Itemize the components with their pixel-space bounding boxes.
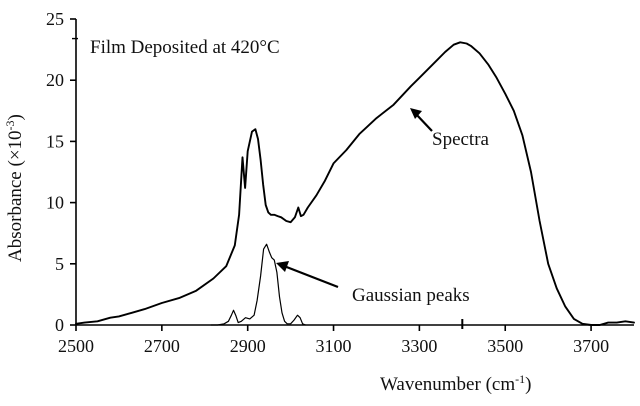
spectra-label: Spectra xyxy=(432,129,490,150)
y-tick-label: 10 xyxy=(46,193,64,213)
y-axis-title-end: ) xyxy=(5,114,26,120)
y-tick-label: 15 xyxy=(46,131,64,151)
spectra-arrow xyxy=(410,108,433,132)
x-tick-label: 2500 xyxy=(58,336,94,356)
y-axis-title-text: Absorbance (×10 xyxy=(5,130,26,262)
y-tick-label: 0 xyxy=(55,315,64,335)
x-tick-label: 3300 xyxy=(401,336,437,356)
y-tick-label: 5 xyxy=(55,254,64,274)
gaussian-arrow xyxy=(276,261,339,289)
x-tick-label: 3700 xyxy=(573,336,609,356)
x-tick-label: 2900 xyxy=(230,336,266,356)
x-axis-title: Wavenumber (cm-1) xyxy=(380,372,531,395)
x-axis-title-superscript: -1 xyxy=(515,372,525,386)
y-axis-title-superscript: -3 xyxy=(3,120,17,130)
x-axis-title-end: ) xyxy=(525,374,531,395)
series-line-gaussian-peaks xyxy=(210,243,307,326)
series-line-spectra xyxy=(75,41,635,326)
series-layer xyxy=(75,41,635,326)
x-tick-label: 3100 xyxy=(316,336,352,356)
chart-annotation: Film Deposited at 420°C xyxy=(90,37,280,58)
y-tick-label: 25 xyxy=(46,9,64,29)
x-tick-label: 3500 xyxy=(487,336,523,356)
y-tick-label: 20 xyxy=(46,70,64,90)
axes: 0 5 10 15 20 25 2500 2700 2900 3100 3300 3500 3700 xyxy=(46,9,634,356)
x-axis-title-text: Wavenumber (cm xyxy=(380,374,515,395)
x-tick-label: 2700 xyxy=(144,336,180,356)
y-axis-title: Absorbance (×10-3) xyxy=(3,114,26,262)
gaussian-peaks-label: Gaussian peaks xyxy=(352,285,470,306)
